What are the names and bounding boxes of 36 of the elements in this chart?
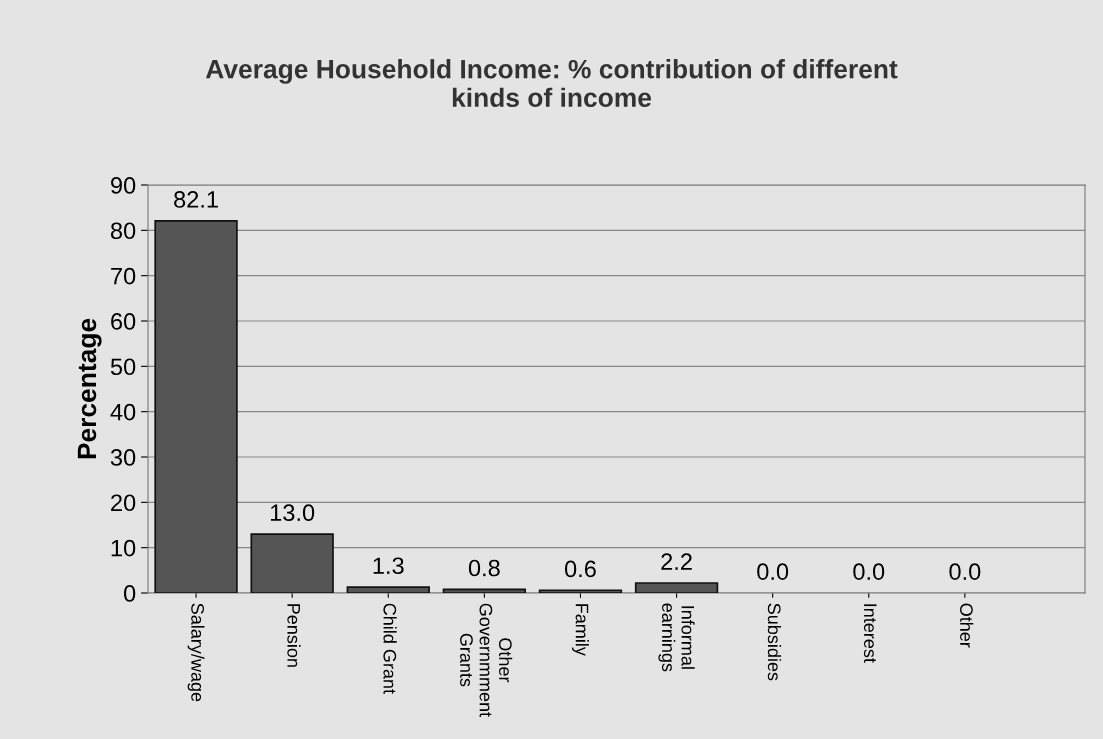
data-label: 2.2 [661, 553, 692, 570]
data-label: 82.1 [174, 191, 218, 208]
chart-title: Average Household Income: % contribution of different kinds of income [205, 59, 898, 108]
bar [634, 582, 719, 593]
x-tick-label: Child Grant [383, 603, 397, 694]
x-tick-label: Interest [863, 604, 877, 663]
x-tick-label: Other Governmment Grants [460, 603, 513, 717]
x-tick-label: Informal earnings [658, 603, 695, 672]
y-tick-label: 70 [111, 267, 136, 285]
x-tick-label: Subsidies [767, 603, 782, 681]
bar [538, 589, 623, 593]
bar [346, 586, 430, 593]
y-tick-label: 80 [110, 222, 136, 240]
y-tick-label: 30 [110, 449, 136, 466]
y-axis-title: Percentage [77, 318, 102, 459]
y-tick-label: 40 [110, 403, 136, 421]
data-label: 0.0 [757, 563, 789, 580]
bar [442, 588, 527, 593]
bar [154, 219, 238, 593]
data-label: 0.8 [468, 559, 500, 577]
data-label: 0.0 [853, 563, 885, 580]
x-tick-label: Other [960, 603, 974, 648]
data-label: 13.0 [270, 504, 315, 522]
y-tick-label: 0 [123, 585, 136, 602]
x-tick-label: Salary/wage [187, 603, 205, 702]
y-tick-label: 90 [111, 177, 136, 194]
data-label: 0.6 [564, 560, 596, 578]
x-tick-label: Family [572, 604, 589, 656]
data-label: 1.3 [373, 557, 404, 575]
x-tick-label: Pension [287, 604, 301, 667]
y-tick-label: 60 [111, 313, 136, 330]
data-label: 0.0 [949, 563, 981, 580]
bar [250, 533, 334, 593]
y-tick-label: 10 [111, 539, 136, 557]
y-tick-label: 50 [110, 358, 136, 376]
y-tick-label: 20 [111, 494, 136, 512]
